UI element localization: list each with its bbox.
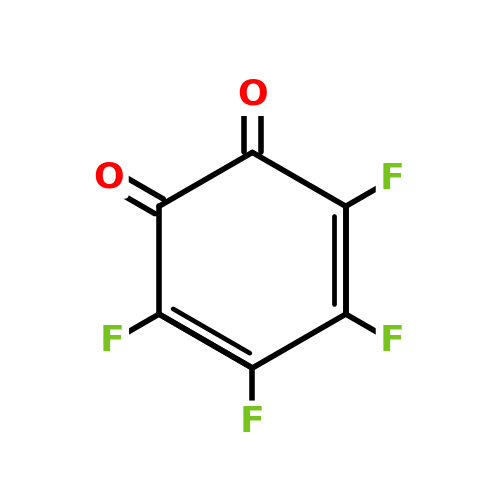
Text: F: F xyxy=(100,324,124,358)
Text: O: O xyxy=(94,160,124,194)
Text: F: F xyxy=(380,324,405,358)
Text: F: F xyxy=(380,162,405,196)
Text: O: O xyxy=(237,78,268,112)
Text: F: F xyxy=(240,405,265,439)
